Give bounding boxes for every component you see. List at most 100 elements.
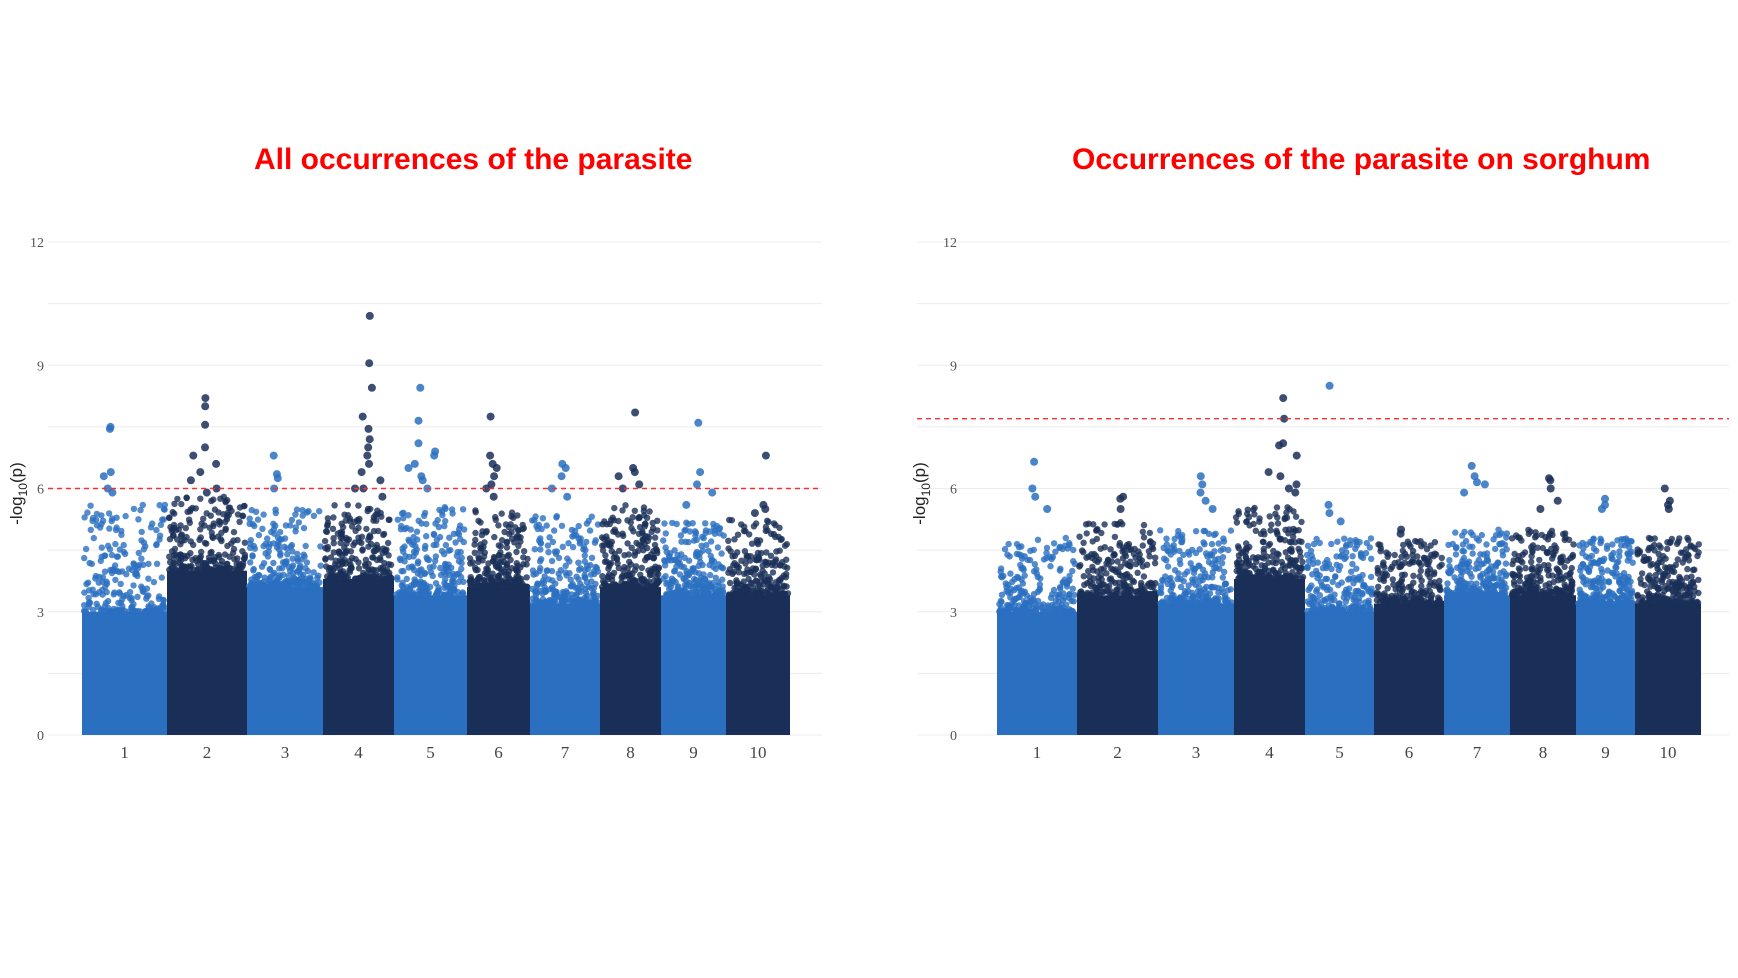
snp-point: [1546, 584, 1553, 591]
snp-point: [1192, 575, 1199, 583]
y-tick-label: 3: [950, 606, 957, 621]
snp-point: [92, 591, 100, 598]
snp-point: [1579, 550, 1586, 557]
snp-peak-point: [416, 383, 425, 392]
snp-point: [222, 567, 229, 574]
snp-point: [81, 514, 88, 521]
snp-point: [1127, 563, 1134, 570]
snp-point: [267, 573, 274, 580]
snp-point: [514, 568, 522, 575]
snp-peak-point: [761, 451, 770, 460]
snp-peak-point: [1467, 461, 1476, 470]
snp-point: [1521, 549, 1529, 556]
snp-point: [281, 581, 288, 589]
snp-point: [536, 558, 544, 565]
snp-bulk: [1576, 603, 1635, 735]
snp-point: [697, 558, 704, 566]
snp-point: [1243, 518, 1250, 525]
snp-point: [1266, 513, 1273, 520]
snp-point: [756, 571, 764, 578]
snp-point: [1050, 586, 1058, 594]
snp-point: [575, 522, 582, 530]
snp-point: [654, 549, 661, 557]
chromosome-5-points: [393, 383, 468, 735]
snp-point: [520, 561, 527, 568]
snp-point: [122, 550, 129, 558]
snp-point: [355, 565, 363, 572]
snp-point: [299, 512, 306, 519]
snp-point: [1340, 594, 1347, 601]
snp-peak-point: [269, 451, 278, 460]
snp-point: [1461, 580, 1469, 587]
snp-point: [260, 542, 267, 550]
snp-peak-point: [547, 484, 556, 493]
snp-point: [1140, 521, 1148, 529]
snp-point: [1349, 560, 1356, 568]
snp-peak-point: [631, 408, 640, 417]
snp-point: [671, 556, 678, 564]
snp-point: [514, 512, 521, 519]
snp-point: [1329, 578, 1336, 586]
snp-point: [438, 547, 446, 555]
snp-point: [138, 555, 145, 562]
snp-point: [1140, 534, 1148, 541]
snp-point: [287, 582, 294, 589]
snp-point: [201, 522, 208, 529]
snp-peak-point: [1597, 505, 1606, 513]
snp-point: [103, 580, 111, 587]
snp-point: [670, 577, 677, 584]
snp-point: [211, 554, 218, 561]
snp-point: [1652, 571, 1659, 579]
snp-point: [1100, 581, 1107, 588]
snp-point: [504, 552, 511, 560]
snp-peak-point: [1553, 496, 1562, 505]
snp-point: [1503, 530, 1511, 537]
snp-point: [631, 552, 638, 559]
snp-peak-point: [1201, 496, 1210, 505]
snp-peak-point: [212, 484, 221, 493]
snp-point: [1283, 509, 1290, 516]
snp-point: [1353, 565, 1360, 572]
snp-point: [763, 549, 770, 556]
snp-point: [1047, 563, 1054, 570]
snp-point: [1480, 560, 1487, 567]
snp-point: [1334, 538, 1341, 545]
snp-point: [767, 552, 775, 559]
snp-point: [215, 509, 222, 516]
snp-point: [385, 572, 393, 579]
snp-point: [1177, 583, 1185, 591]
snp-point: [1665, 596, 1672, 603]
snp-peak-point: [365, 435, 374, 444]
snp-point: [1550, 550, 1557, 557]
snp-point: [1516, 578, 1523, 585]
snp-point: [130, 505, 138, 513]
snp-point: [752, 577, 759, 584]
snp-point: [1202, 550, 1210, 557]
snp-peak-point: [365, 459, 373, 468]
snp-point: [665, 552, 673, 560]
snp-point: [1363, 607, 1370, 614]
snp-point: [998, 573, 1005, 580]
snp-point: [709, 580, 716, 587]
snp-point: [661, 558, 669, 565]
snp-point: [667, 583, 674, 591]
snp-point: [1047, 594, 1055, 601]
snp-point: [1184, 568, 1191, 575]
snp-point: [653, 568, 660, 576]
snp-point: [492, 513, 499, 521]
snp-point: [270, 559, 277, 567]
snp-point: [178, 566, 185, 574]
snp-point: [310, 512, 318, 519]
snp-point: [90, 534, 98, 542]
snp-point: [1110, 552, 1117, 559]
snp-point: [108, 517, 115, 525]
snp-point: [583, 520, 591, 527]
snp-point: [710, 524, 718, 531]
snp-point: [471, 541, 478, 548]
x-tick-label: 3: [1192, 743, 1201, 762]
snp-point: [342, 534, 350, 542]
snp-point: [750, 523, 758, 530]
snp-point: [423, 520, 430, 528]
snp-point: [324, 521, 331, 529]
x-tick-label: 4: [1265, 743, 1274, 762]
